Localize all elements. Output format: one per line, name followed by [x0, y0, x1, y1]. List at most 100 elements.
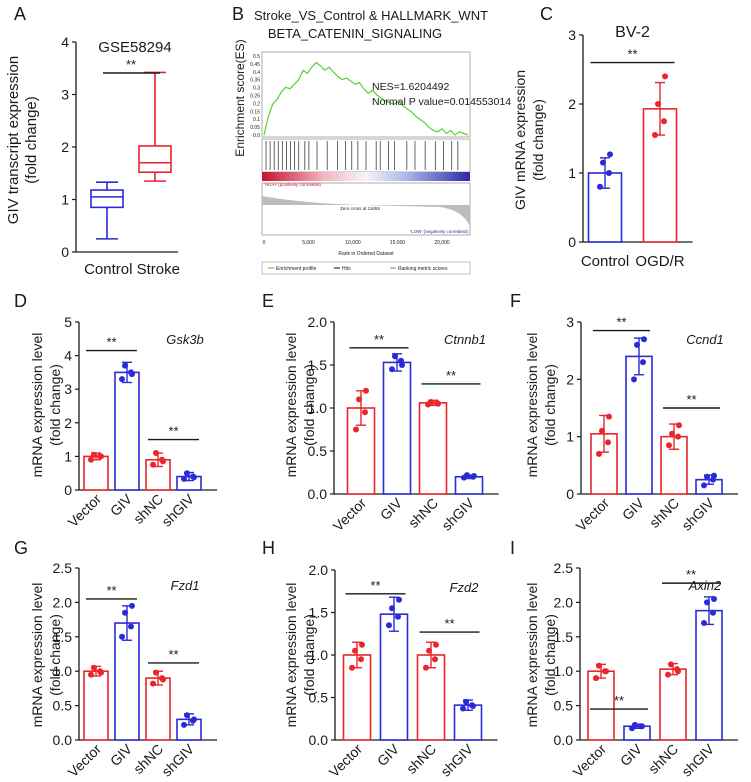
y-tick-label: 0.45: [250, 62, 260, 68]
y-tick-label: 1: [61, 192, 69, 208]
x-tick-label: GIV: [374, 740, 403, 769]
significance-label: **: [168, 647, 178, 662]
data-point: [392, 353, 398, 360]
data-point: [349, 664, 355, 671]
ranking-metric-area: [262, 196, 470, 226]
bar-shgiv: [453, 704, 483, 741]
y-tick-label: 0.2: [253, 101, 260, 107]
y-tick-label: 3: [568, 27, 576, 43]
bar-vector: [83, 455, 109, 491]
x-tick-label: shGIV: [158, 490, 197, 529]
y-axis-label: (fold change): [530, 99, 546, 181]
data-point: [399, 362, 405, 368]
data-point: [606, 170, 612, 176]
bar-giv: [382, 361, 412, 495]
x-tick-label: shGIV: [437, 740, 476, 779]
panel-h: H 0.0 0.5 1.0 1.5 2.0 mRNA expression level (fo…: [262, 538, 498, 780]
y-axis-label: (fold change): [47, 614, 63, 696]
nes-text: NES=1.6204492: [372, 81, 450, 93]
data-point: [704, 599, 710, 606]
y-axis-label: GIV transcript expression: [5, 56, 22, 224]
zero-cross-label: Zero cross at 11655: [340, 206, 380, 211]
y-tick-label: 2.5: [53, 560, 73, 576]
data-point: [655, 101, 661, 107]
data-point: [160, 458, 166, 465]
panel-e: E 0.0 0.5 1.0 1.5 2.0 mRNA expression level (fo…: [262, 291, 499, 534]
x-tick-label: Control: [581, 253, 629, 270]
positive-label: 'HIGH' (positively correlated): [264, 182, 321, 187]
legend-label: Ranking metric scores: [398, 266, 448, 272]
x-tick-label: shGIV: [158, 740, 197, 779]
box-control: [90, 189, 124, 209]
y-tick-label: 0.05: [250, 125, 260, 131]
y-axis-label: Enrichment score(ES): [233, 39, 247, 156]
data-point: [470, 703, 476, 709]
panel-f: F 0 1 2 3 mRNA expression level (fold change) C…: [510, 291, 738, 534]
data-point: [605, 439, 611, 446]
data-point: [701, 620, 707, 627]
y-tick-label: 0.5: [253, 54, 260, 60]
y-axis-label: mRNA expression level: [29, 333, 45, 478]
bar-vector: [587, 670, 615, 741]
y-tick-label: 1.0: [309, 647, 329, 663]
x-axis-label: Rank in Ordered Dataset: [338, 251, 394, 257]
data-point: [191, 716, 197, 723]
y-tick-label: 0.4: [253, 70, 260, 76]
chart-title: BV-2: [615, 24, 650, 41]
y-tick-label: 2: [61, 139, 69, 155]
data-point: [668, 661, 674, 668]
bar-vector: [83, 670, 109, 741]
x-tick-label: shGIV: [438, 494, 477, 533]
data-point: [675, 433, 681, 440]
significance-label: **: [374, 332, 384, 347]
data-point: [358, 656, 364, 663]
x-tick-label: Vector: [570, 741, 610, 781]
gene-label: Fzd2: [450, 580, 480, 595]
significance-label: **: [126, 57, 136, 72]
y-tick-label: 0.5: [554, 698, 574, 714]
data-point: [711, 472, 717, 479]
data-point: [389, 366, 395, 373]
panel-d: D 0 1 2 3 4 5 mRNA expression level (fold change…: [14, 291, 217, 530]
gene-label: Ccnd1: [686, 332, 724, 347]
x-tick-label: 0: [263, 240, 266, 246]
data-point: [669, 430, 675, 437]
y-tick-label: 3: [566, 314, 574, 330]
data-point: [91, 451, 97, 458]
data-point: [352, 647, 358, 654]
data-point: [639, 723, 645, 730]
pvalue-text: Normal P value=0.014553014: [372, 96, 511, 108]
data-point: [433, 641, 439, 648]
y-axis-label: (fold change): [23, 96, 40, 184]
data-point: [652, 132, 658, 139]
y-tick-label: 2.5: [554, 560, 574, 576]
bar-vector: [342, 654, 372, 741]
data-point: [181, 475, 187, 482]
y-axis-label: (fold change): [301, 614, 317, 696]
data-point: [386, 622, 392, 629]
y-tick-label: 0.0: [253, 133, 260, 139]
significance-label: **: [616, 315, 626, 330]
data-point: [353, 426, 359, 433]
x-tick-label: shGIV: [678, 494, 717, 533]
data-point: [701, 482, 707, 489]
data-point: [88, 671, 94, 678]
data-point: [666, 442, 672, 449]
data-point: [600, 159, 606, 166]
panel-letter: C: [540, 4, 553, 24]
data-point: [599, 427, 605, 434]
data-point: [426, 647, 432, 654]
x-tick-label: shNC: [646, 495, 682, 531]
data-point: [665, 671, 671, 678]
y-tick-label: 2.0: [308, 314, 328, 330]
x-tick-label: shNC: [405, 495, 441, 531]
data-point: [129, 602, 135, 609]
gene-label: Ctnnb1: [444, 332, 486, 347]
chart-title: GSE58294: [98, 39, 171, 56]
data-point: [423, 664, 429, 671]
y-axis-label: (fold change): [301, 364, 317, 446]
y-tick-label: 0: [61, 244, 69, 260]
data-point: [471, 472, 477, 479]
data-point: [122, 609, 128, 616]
y-tick-label: 0.5: [308, 443, 328, 459]
